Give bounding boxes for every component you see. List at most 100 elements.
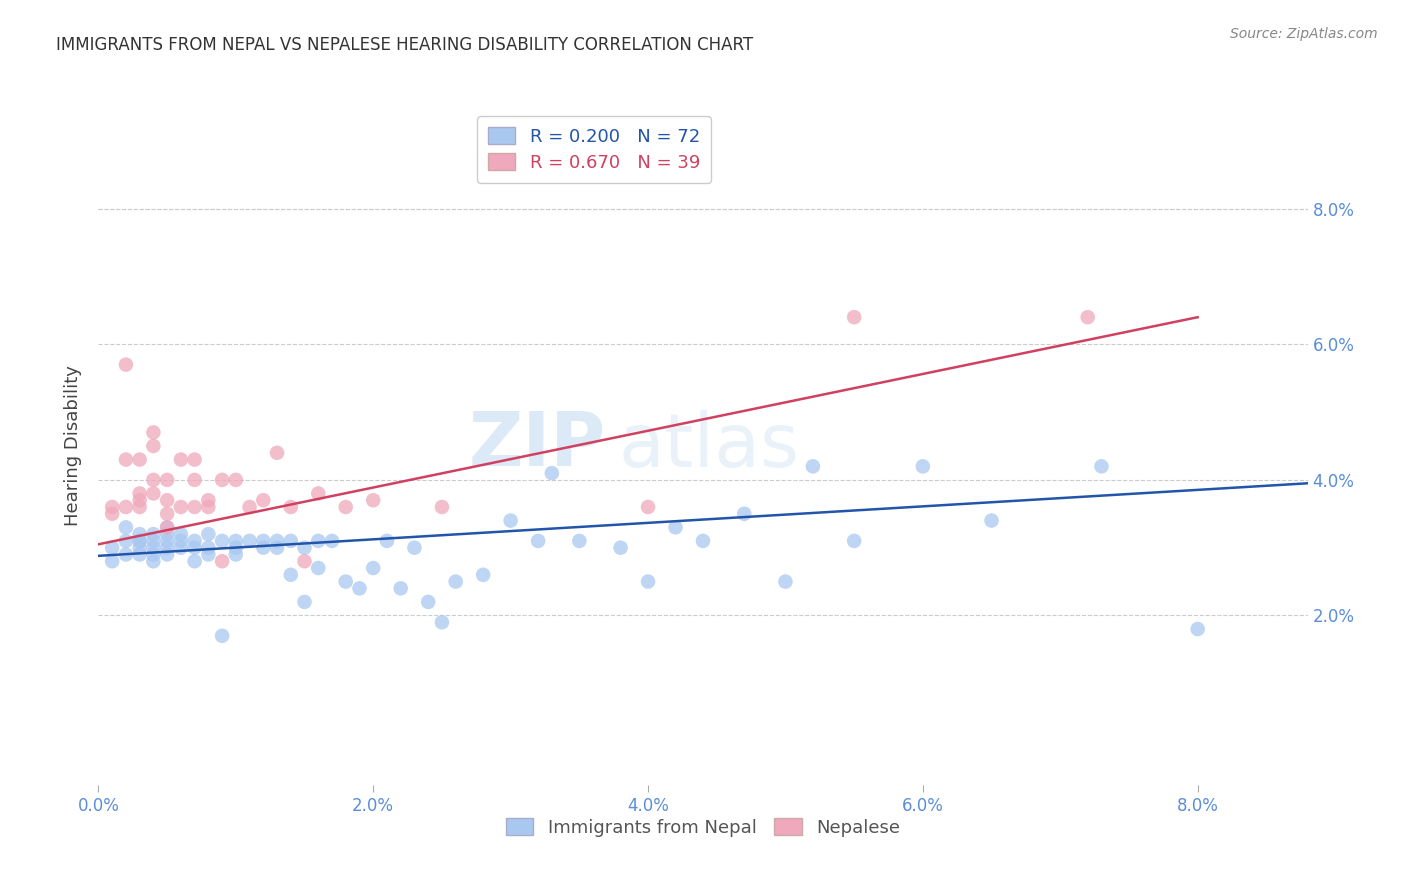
Point	[128, 541, 150, 555]
Point	[156, 473, 179, 487]
Point	[430, 615, 453, 630]
Point	[280, 500, 302, 514]
Point	[609, 541, 631, 555]
Point	[128, 533, 150, 548]
Point	[252, 493, 274, 508]
Legend: Immigrants from Nepal, Nepalese: Immigrants from Nepal, Nepalese	[499, 811, 907, 844]
Point	[101, 541, 124, 555]
Point	[142, 548, 165, 562]
Point	[211, 629, 233, 643]
Point	[225, 533, 247, 548]
Point	[142, 439, 165, 453]
Point	[128, 533, 150, 548]
Point	[280, 567, 302, 582]
Point	[156, 507, 179, 521]
Point	[156, 520, 179, 534]
Point	[692, 533, 714, 548]
Point	[1090, 459, 1112, 474]
Point	[115, 500, 138, 514]
Point	[142, 527, 165, 541]
Point	[266, 446, 288, 460]
Point	[404, 541, 426, 555]
Point	[128, 452, 150, 467]
Point	[225, 473, 247, 487]
Point	[142, 425, 165, 440]
Point	[170, 527, 193, 541]
Point	[115, 520, 138, 534]
Point	[294, 541, 316, 555]
Point	[335, 574, 357, 589]
Point	[170, 452, 193, 467]
Point	[142, 533, 165, 548]
Point	[128, 548, 150, 562]
Point	[389, 582, 412, 596]
Point	[568, 533, 591, 548]
Point	[128, 486, 150, 500]
Point	[183, 452, 205, 467]
Point	[156, 493, 179, 508]
Point	[239, 533, 262, 548]
Point	[128, 500, 150, 514]
Point	[142, 541, 165, 555]
Point	[211, 473, 233, 487]
Point	[197, 548, 219, 562]
Point	[225, 548, 247, 562]
Point	[183, 541, 205, 555]
Point	[1187, 622, 1209, 636]
Point	[156, 533, 179, 548]
Point	[115, 358, 138, 372]
Point	[252, 533, 274, 548]
Point	[801, 459, 824, 474]
Point	[266, 541, 288, 555]
Point	[280, 533, 302, 548]
Point	[197, 541, 219, 555]
Point	[266, 533, 288, 548]
Point	[128, 493, 150, 508]
Point	[361, 561, 384, 575]
Point	[307, 533, 329, 548]
Point	[197, 493, 219, 508]
Point	[183, 533, 205, 548]
Text: atlas: atlas	[619, 409, 800, 483]
Point	[444, 574, 467, 589]
Point	[294, 595, 316, 609]
Point	[375, 533, 398, 548]
Point	[637, 500, 659, 514]
Point	[183, 500, 205, 514]
Point	[170, 533, 193, 548]
Point	[101, 554, 124, 568]
Point	[156, 520, 179, 534]
Point	[307, 561, 329, 575]
Point	[733, 507, 755, 521]
Point	[252, 541, 274, 555]
Point	[115, 533, 138, 548]
Point	[225, 541, 247, 555]
Point	[183, 473, 205, 487]
Point	[637, 574, 659, 589]
Point	[170, 541, 193, 555]
Point	[142, 486, 165, 500]
Point	[1077, 310, 1099, 325]
Point	[101, 507, 124, 521]
Point	[911, 459, 934, 474]
Point	[115, 548, 138, 562]
Point	[156, 548, 179, 562]
Point	[430, 500, 453, 514]
Point	[664, 520, 686, 534]
Point	[115, 452, 138, 467]
Point	[101, 500, 124, 514]
Point	[527, 533, 550, 548]
Point	[775, 574, 797, 589]
Point	[335, 500, 357, 514]
Point	[361, 493, 384, 508]
Point	[321, 533, 343, 548]
Point	[349, 582, 371, 596]
Point	[472, 567, 495, 582]
Text: Source: ZipAtlas.com: Source: ZipAtlas.com	[1230, 27, 1378, 41]
Point	[197, 500, 219, 514]
Point	[418, 595, 440, 609]
Point	[541, 466, 564, 480]
Point	[294, 554, 316, 568]
Point	[844, 310, 866, 325]
Point	[170, 500, 193, 514]
